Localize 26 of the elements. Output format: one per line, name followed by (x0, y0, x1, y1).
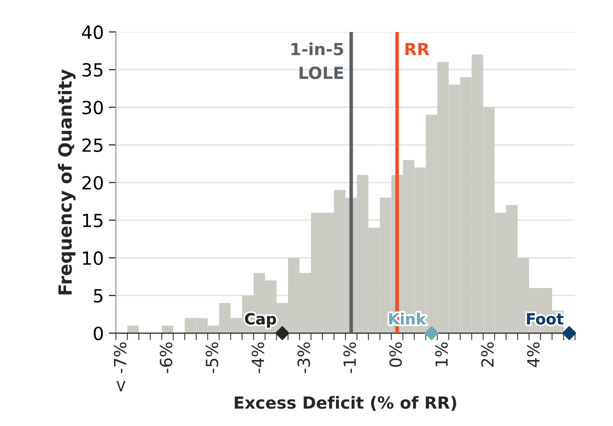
x-tick-label: -6% (160, 342, 172, 374)
x-tick-label: -3% (297, 342, 310, 374)
x-tick-label: < -7% (114, 342, 126, 392)
y-tick-label: 5 (94, 289, 102, 303)
y-tick-label: 40 (82, 25, 103, 40)
y-tick-label: 25 (82, 138, 102, 152)
ref-line-label: RR (405, 43, 430, 56)
x-axis-title: Excess Deficit (% of RR) (234, 396, 456, 411)
y-tick-label: 15 (83, 214, 102, 228)
x-tick-label: -1% (343, 342, 356, 374)
ref-line-label: 1-in-5 LOLE (292, 42, 344, 80)
bar (127, 326, 139, 334)
x-tick-label: -4% (252, 342, 264, 374)
x-tick-label: -5% (206, 342, 218, 374)
y-tick-label: 30 (82, 100, 103, 114)
x-tick-label: 1% (435, 342, 448, 366)
series-label: Cap (245, 313, 276, 328)
y-tick-label: 0 (94, 326, 103, 340)
series-label: Foot (526, 313, 564, 325)
y-tick-label: 35 (82, 63, 102, 77)
x-tick-label: 4% (527, 342, 540, 368)
y-tick-label: 20 (82, 176, 103, 190)
x-tick-label: 2% (481, 342, 494, 367)
y-axis-title: Frequency of Quantity (58, 69, 76, 294)
y-tick-label: 10 (83, 251, 103, 265)
x-tick-label: 0% (389, 342, 402, 367)
